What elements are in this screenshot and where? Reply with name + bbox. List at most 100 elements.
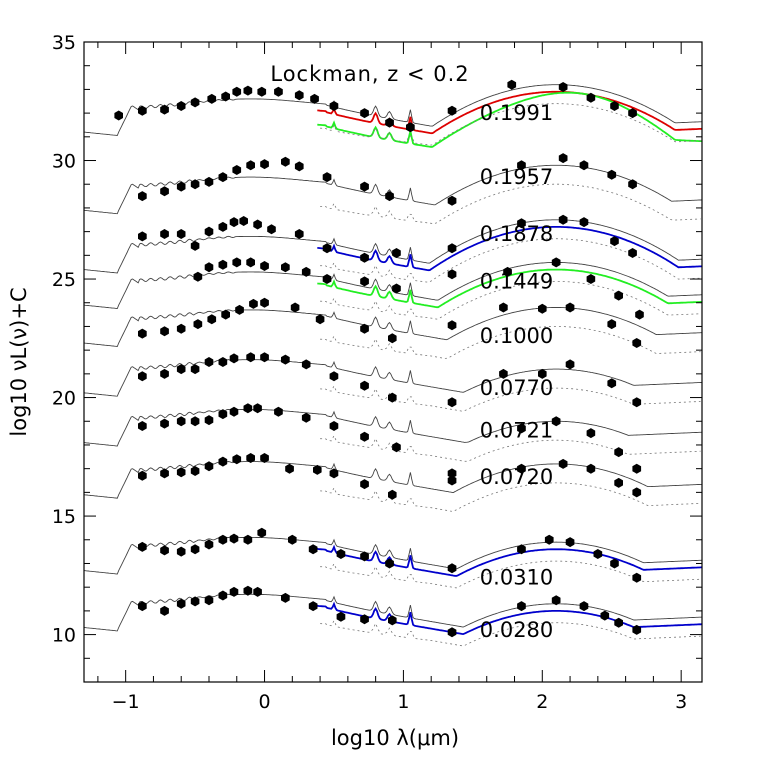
sed-0-0770 bbox=[84, 352, 702, 412]
observed-point bbox=[635, 309, 644, 320]
observed-point bbox=[229, 406, 239, 417]
observed-point bbox=[285, 463, 294, 474]
observed-point bbox=[290, 302, 300, 313]
observed-point bbox=[204, 461, 214, 472]
sed-0-0310 bbox=[84, 527, 702, 589]
observed-point bbox=[558, 214, 568, 225]
observed-point bbox=[360, 108, 369, 119]
redshift-label: 0.1957 bbox=[480, 165, 553, 189]
sed-0-1449 bbox=[84, 257, 702, 320]
observed-point bbox=[246, 160, 255, 171]
sed-0-0721 bbox=[84, 403, 702, 486]
observed-point bbox=[586, 428, 596, 439]
observed-point bbox=[274, 86, 283, 97]
observed-point bbox=[360, 380, 369, 391]
y-tick-label: 10 bbox=[52, 625, 76, 647]
observed-point bbox=[207, 314, 217, 325]
observed-point bbox=[260, 297, 269, 308]
observed-point bbox=[114, 110, 123, 121]
sed-0-0720 bbox=[84, 453, 702, 512]
observed-point bbox=[607, 319, 617, 330]
observed-point bbox=[243, 534, 253, 545]
observed-point bbox=[551, 595, 561, 606]
y-tick-label: 35 bbox=[52, 32, 76, 54]
observed-point bbox=[360, 479, 369, 490]
template-curve bbox=[84, 359, 702, 397]
dotted-component-curve bbox=[320, 281, 701, 320]
observed-point bbox=[218, 357, 228, 367]
redshift-label: 0.1000 bbox=[480, 324, 553, 348]
observed-point bbox=[336, 611, 346, 622]
observed-point bbox=[232, 86, 242, 97]
observed-point bbox=[579, 601, 589, 612]
sed-0-1000 bbox=[84, 297, 702, 359]
x-tick-label: 3 bbox=[675, 691, 687, 713]
template-curve bbox=[84, 408, 702, 447]
model-component-curve bbox=[317, 544, 702, 577]
observed-point bbox=[600, 610, 610, 621]
observed-point bbox=[218, 409, 228, 420]
x-tick-label: 2 bbox=[536, 691, 548, 713]
observed-point bbox=[160, 545, 169, 556]
observed-point bbox=[176, 598, 186, 609]
observed-point bbox=[274, 406, 283, 417]
observed-point bbox=[632, 572, 642, 583]
observed-point bbox=[246, 257, 255, 268]
observed-point bbox=[190, 364, 200, 375]
observed-point bbox=[336, 549, 346, 559]
observed-point bbox=[499, 368, 508, 379]
observed-point bbox=[246, 453, 255, 463]
observed-point bbox=[388, 392, 397, 403]
observed-point bbox=[190, 97, 200, 108]
redshift-label: 0.1878 bbox=[480, 222, 553, 246]
observed-point bbox=[260, 352, 269, 363]
observed-point bbox=[610, 101, 619, 111]
observed-point bbox=[447, 475, 457, 486]
observed-point bbox=[579, 217, 589, 228]
observed-point bbox=[329, 421, 339, 431]
observed-point bbox=[218, 456, 228, 467]
template-curve bbox=[84, 307, 702, 347]
observed-point bbox=[447, 105, 457, 116]
observed-point bbox=[447, 195, 457, 206]
redshift-label: 0.0720 bbox=[480, 465, 553, 489]
observed-point bbox=[565, 359, 575, 370]
observed-point bbox=[138, 601, 147, 612]
observed-point bbox=[313, 464, 322, 475]
observed-point bbox=[190, 240, 200, 251]
observed-point bbox=[301, 412, 311, 423]
observed-point bbox=[388, 489, 397, 500]
observed-point bbox=[243, 585, 253, 596]
sed-0-1957 bbox=[84, 153, 702, 225]
observed-point bbox=[614, 447, 623, 458]
observed-point bbox=[301, 359, 311, 370]
observed-point bbox=[360, 181, 369, 192]
observed-point bbox=[257, 86, 267, 97]
observed-point bbox=[243, 403, 253, 414]
observed-point bbox=[632, 463, 642, 474]
y-tick-label: 20 bbox=[52, 388, 76, 410]
observed-point bbox=[315, 314, 325, 325]
observed-point bbox=[160, 326, 169, 337]
observed-point bbox=[160, 104, 169, 115]
observed-point bbox=[632, 397, 642, 408]
observed-point bbox=[253, 403, 262, 414]
observed-point bbox=[360, 323, 369, 334]
observed-point bbox=[190, 596, 200, 607]
observed-point bbox=[565, 302, 575, 313]
x-tick-label: −1 bbox=[112, 691, 140, 713]
observed-point bbox=[329, 371, 339, 382]
observed-point bbox=[632, 487, 642, 498]
observed-point bbox=[447, 627, 457, 638]
observed-point bbox=[218, 172, 228, 183]
redshift-label: 0.1449 bbox=[480, 269, 553, 293]
observed-point bbox=[235, 304, 244, 315]
observed-point bbox=[221, 309, 230, 320]
observed-point bbox=[229, 353, 239, 364]
observed-point bbox=[176, 323, 186, 334]
observed-point bbox=[190, 466, 200, 476]
x-axis-label: log10 λ(μm) bbox=[331, 726, 459, 750]
observed-point bbox=[593, 549, 603, 559]
observed-point bbox=[232, 454, 242, 465]
observed-point bbox=[294, 229, 304, 239]
